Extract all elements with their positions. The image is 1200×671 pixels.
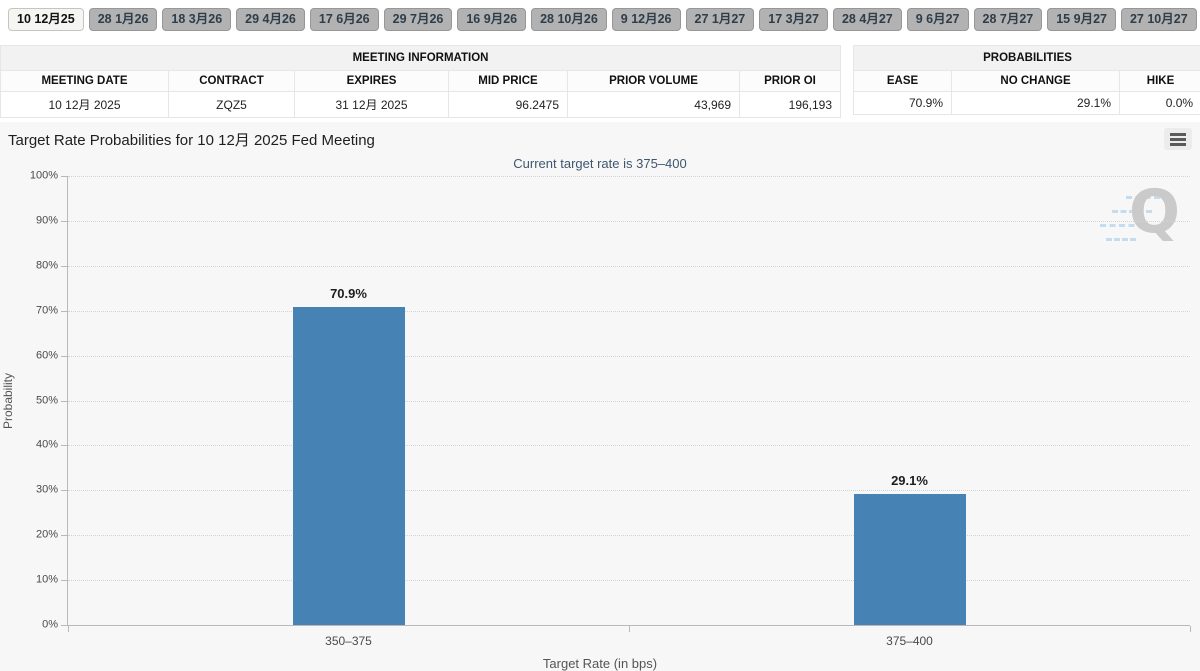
x-axis-tick: [68, 626, 69, 632]
probability-bar-375–400[interactable]: [853, 494, 966, 625]
tab-meeting-15[interactable]: 27 10月27: [1120, 8, 1197, 31]
y-axis-label: 80%: [35, 259, 58, 272]
probabilities-row: 70.9% 29.1% 0.0%: [853, 91, 1200, 115]
watermark-dash: [1112, 210, 1152, 213]
x-axis-tick: [1190, 626, 1191, 632]
col-contract: CONTRACT: [168, 70, 295, 92]
tab-meeting-5[interactable]: 29 7月26: [383, 8, 453, 31]
gridline-80: [68, 265, 1190, 267]
prior-volume-value: 43,969: [567, 91, 740, 118]
col-expires: EXPIRES: [294, 70, 449, 92]
tab-meeting-2[interactable]: 18 3月26: [162, 8, 232, 31]
col-hike: HIKE: [1119, 70, 1200, 92]
probabilities-header: PROBABILITIES: [853, 45, 1200, 71]
tab-meeting-7[interactable]: 28 10月26: [531, 8, 607, 31]
gridline-100: [68, 176, 1190, 177]
x-axis-label-375–400: 375–400: [886, 634, 933, 648]
meeting-information-table: MEETING INFORMATION MEETING DATE CONTRAC…: [0, 45, 842, 118]
plot-area: Q 0% 10% 20% 30% 40% 50% 60% 70% 80% 90% 100% 350–3…: [30, 169, 1191, 648]
y-axis-label: 60%: [35, 348, 58, 361]
no-change-value: 29.1%: [951, 91, 1121, 115]
y-axis-label: 50%: [35, 393, 58, 406]
x-axis-label-350–375: 350–375: [325, 634, 372, 648]
y-axis-tick: [61, 445, 67, 447]
tab-meeting-6[interactable]: 16 9月26: [457, 8, 527, 31]
y-axis-title: Probability: [1, 372, 15, 430]
y-axis-tick: [61, 220, 67, 222]
y-axis-tick: [61, 400, 67, 402]
y-axis-label: 30%: [35, 483, 58, 496]
y-axis-label: 40%: [35, 438, 58, 451]
y-axis-tick: [61, 265, 67, 267]
y-axis-tick: [61, 355, 67, 357]
watermark-q-logo: Q: [1128, 177, 1180, 247]
chart-title: Target Rate Probabilities for 10 12月 202…: [8, 132, 375, 149]
y-axis-tick: [61, 490, 67, 492]
tab-meeting-13[interactable]: 28 7月27: [973, 8, 1043, 31]
bar-slot-375–400: 29.1%: [853, 176, 966, 625]
y-axis-label: 10%: [35, 573, 58, 586]
y-axis-label: 70%: [35, 304, 58, 317]
tab-meeting-1[interactable]: 28 1月26: [88, 8, 158, 31]
watermark-dash: [1100, 224, 1144, 227]
col-mid-price: MID PRICE: [448, 70, 568, 92]
y-axis-tick: [61, 625, 67, 626]
gridline-60: [68, 355, 1190, 357]
gridline-30: [68, 490, 1190, 492]
col-meeting-date: MEETING DATE: [0, 70, 169, 92]
bar-value-label: 70.9%: [330, 285, 367, 301]
meeting-tab-bar: 10 12月25 28 1月26 18 3月26 29 4月26 17 6月26 29 7…: [0, 0, 1200, 31]
y-axis-tick: [61, 176, 67, 177]
tab-meeting-9[interactable]: 27 1月27: [685, 8, 755, 31]
mid-price-value: 96.2475: [448, 91, 568, 118]
ease-value: 70.9%: [853, 91, 953, 115]
target-rate-probability-chart: Target Rate Probabilities for 10 12月 202…: [0, 122, 1200, 671]
meeting-date-value: 10 12月 2025: [0, 91, 169, 118]
y-axis-tick: [61, 535, 67, 537]
meeting-information-header: MEETING INFORMATION: [0, 45, 842, 71]
tab-meeting-10[interactable]: 17 3月27: [759, 8, 828, 31]
quikstrike-watermark: Q: [1100, 177, 1186, 256]
tab-meeting-0[interactable]: 10 12月25: [8, 8, 84, 31]
y-axis-label: 0%: [42, 618, 58, 631]
col-prior-volume: PRIOR VOLUME: [567, 70, 740, 92]
tab-meeting-8[interactable]: 9 12月26: [611, 8, 681, 31]
y-axis-label: 100%: [29, 169, 58, 182]
tab-meeting-11[interactable]: 28 4月27: [832, 8, 902, 31]
meeting-info-row: 10 12月 2025 ZQZ5 31 12月 2025 96.2475 43,…: [0, 91, 842, 118]
chart-context-menu-button[interactable]: [1164, 128, 1192, 150]
watermark-dash: [1106, 238, 1136, 241]
col-ease: EASE: [853, 70, 953, 92]
y-axis-tick: [61, 580, 67, 582]
gridline-90: [68, 220, 1190, 222]
gridline-50: [68, 400, 1190, 402]
probability-bar-350–375[interactable]: [292, 306, 405, 625]
col-no-change: NO CHANGE: [951, 70, 1121, 92]
watermark-dash: [1126, 196, 1160, 199]
tab-meeting-14[interactable]: 15 9月27: [1047, 8, 1116, 31]
tab-meeting-3[interactable]: 29 4月26: [236, 8, 305, 31]
bar-slot-350–375: 70.9%: [292, 176, 405, 625]
expires-value: 31 12月 2025: [294, 91, 449, 118]
bar-value-label: 29.1%: [891, 473, 928, 489]
chart-subtitle: Current target rate is 375–400: [513, 156, 687, 171]
gridline-10: [68, 580, 1190, 582]
hike-value: 0.0%: [1119, 91, 1200, 115]
tab-meeting-12[interactable]: 9 6月27: [906, 8, 969, 31]
tab-meeting-4[interactable]: 17 6月26: [309, 8, 379, 31]
col-prior-oi: PRIOR OI: [738, 70, 842, 92]
probabilities-table: PROBABILITIES EASE NO CHANGE HIKE 70.9% …: [853, 45, 1200, 115]
prior-oi-value: 196,193: [738, 91, 842, 118]
hamburger-menu-icon: [1170, 132, 1186, 146]
x-axis-tick: [629, 626, 630, 632]
y-axis-tick: [61, 310, 67, 312]
y-axis-label: 90%: [35, 214, 58, 227]
info-tables-row: MEETING INFORMATION MEETING DATE CONTRAC…: [0, 45, 1200, 118]
y-axis-label: 20%: [35, 528, 58, 541]
gridline-70: [68, 310, 1190, 312]
contract-value: ZQZ5: [168, 91, 295, 118]
gridline-20: [68, 535, 1190, 537]
x-axis-title: Target Rate (in bps): [542, 656, 658, 671]
gridline-40: [68, 445, 1190, 447]
